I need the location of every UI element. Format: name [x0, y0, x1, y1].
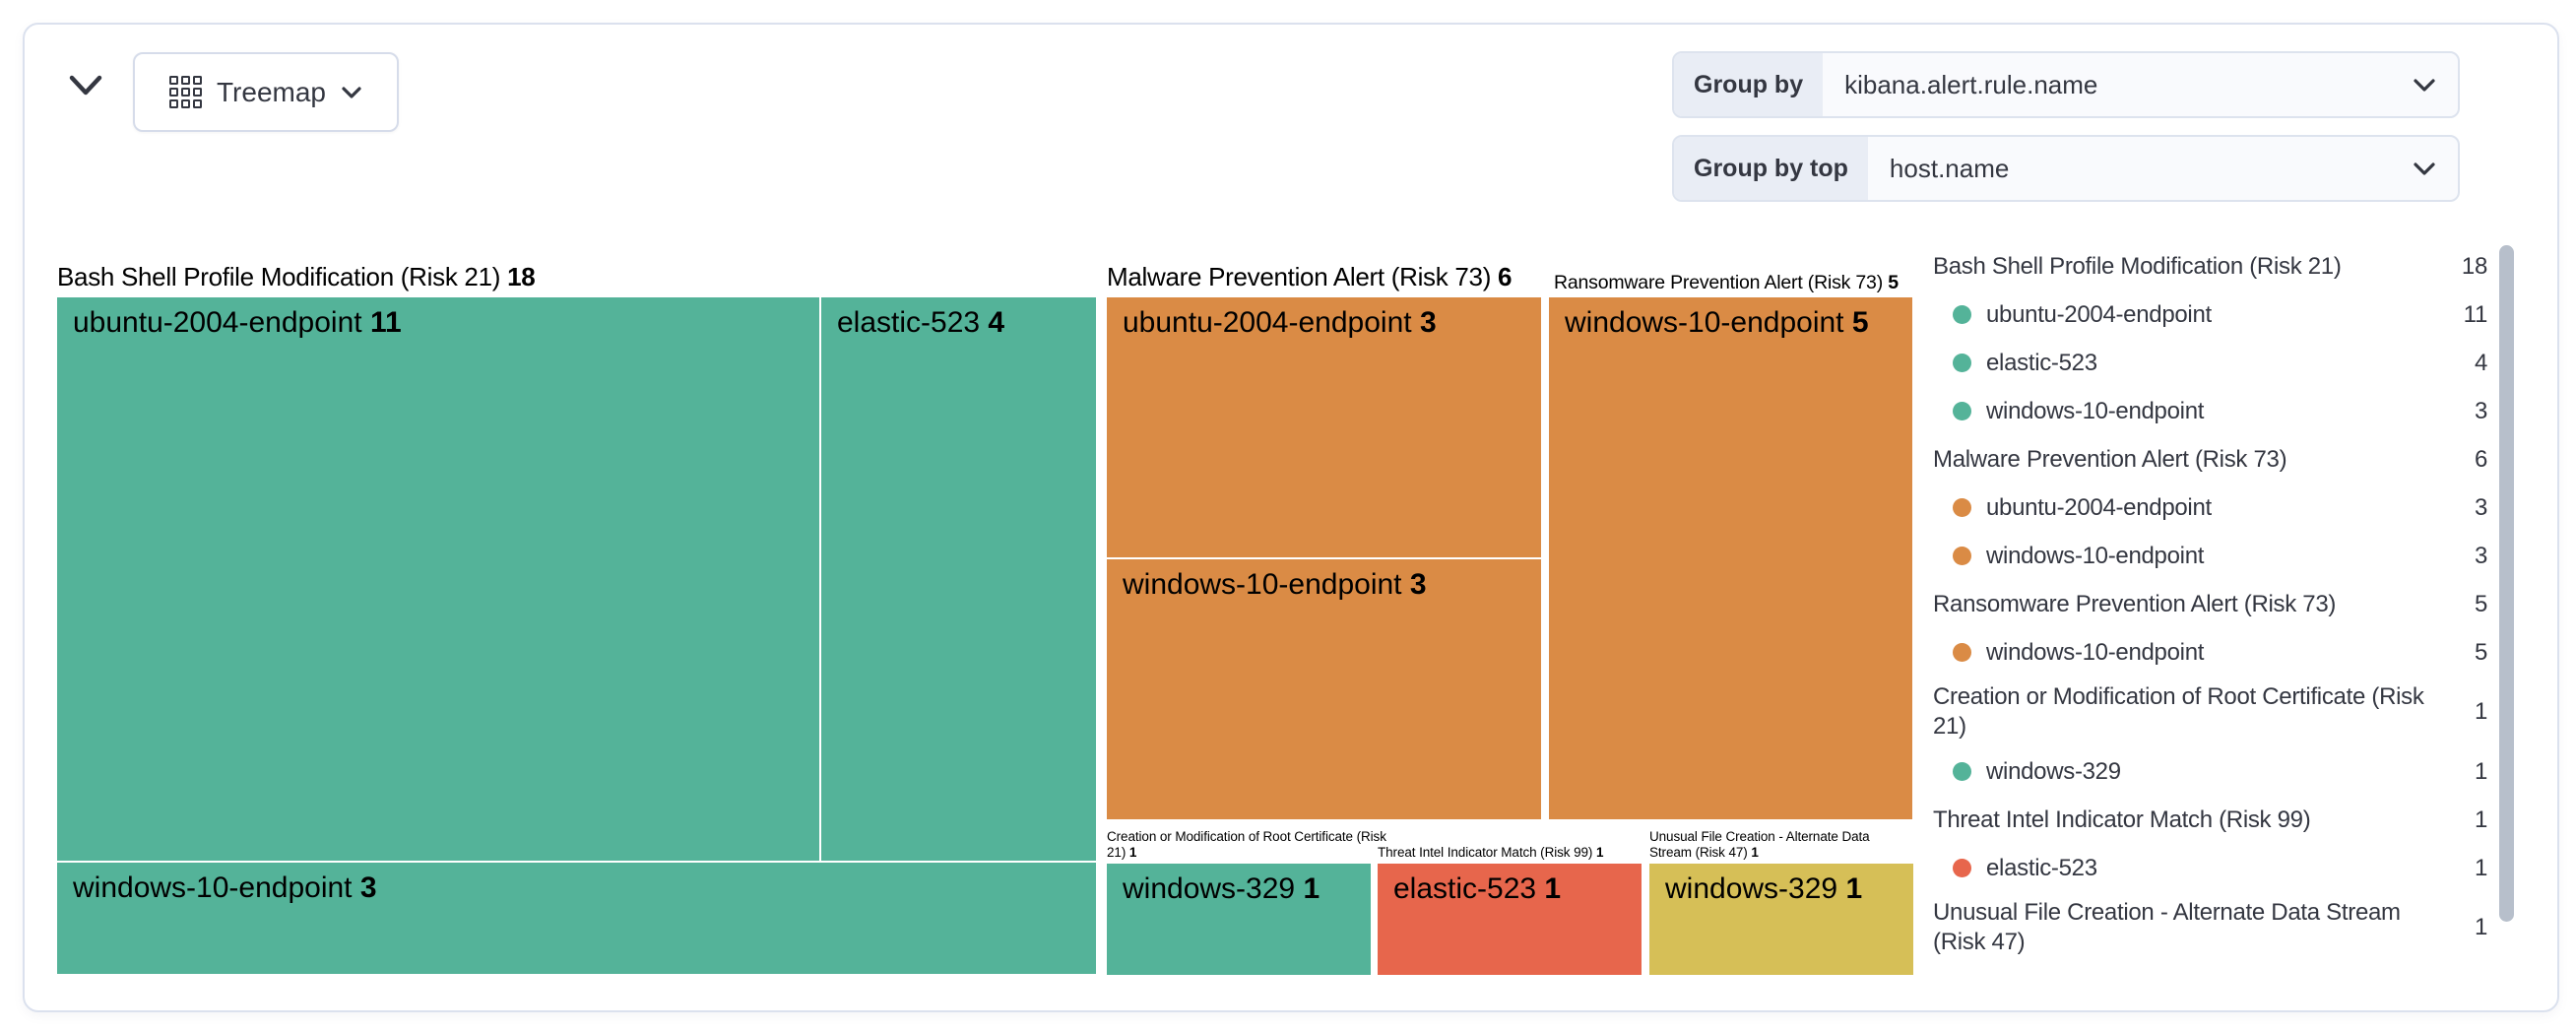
treemap-tile[interactable]: windows-329 1 — [1649, 864, 1913, 975]
treemap-tile[interactable]: elastic-523 1 — [1378, 864, 1642, 975]
treemap-tile[interactable]: ubuntu-2004-endpoint 11 — [57, 297, 819, 861]
legend-dot-icon — [1953, 402, 1971, 420]
legend-rule-row[interactable]: Creation or Modification of Root Certifi… — [1933, 683, 2487, 740]
treemap-group-header: Malware Prevention Alert (Risk 73) 6 — [1107, 262, 1513, 291]
legend-host-row[interactable]: ubuntu-2004-endpoint 3 — [1933, 484, 2487, 532]
treemap-tile[interactable]: elastic-523 4 — [821, 297, 1096, 861]
legend-dot-icon — [1953, 859, 1971, 877]
legend-host-row[interactable]: ubuntu-2004-endpoint 11 — [1933, 290, 2487, 339]
chart-type-select-button[interactable]: Treemap — [133, 52, 399, 132]
legend-scrollbar-thumb[interactable] — [2499, 245, 2514, 922]
treemap-tile[interactable]: windows-10-endpoint 3 — [57, 863, 1096, 974]
treemap-group-header: Ransomware Prevention Alert (Risk 73) 5 — [1554, 272, 1899, 293]
treemap-tile[interactable]: windows-329 1 — [1107, 864, 1371, 975]
treemap-group-header: Bash Shell Profile Modification (Risk 21… — [57, 262, 536, 291]
group-by-top-label: Group by top — [1674, 137, 1868, 200]
collapse-section-button[interactable] — [67, 73, 104, 98]
legend-dot-icon — [1953, 762, 1971, 781]
legend-dot-icon — [1953, 547, 1971, 565]
legend-rule-row[interactable]: Ransomware Prevention Alert (Risk 73) 5 — [1933, 590, 2487, 617]
treemap-tile[interactable]: windows-10-endpoint 3 — [1107, 559, 1541, 819]
legend: Bash Shell Profile Modification (Risk 21… — [1933, 242, 2487, 963]
treemap-group-header: Threat Intel Indicator Match (Risk 99) 1 — [1378, 845, 1604, 860]
legend-rule-row[interactable]: Malware Prevention Alert (Risk 73) 6 — [1933, 445, 2487, 473]
legend-host-row[interactable]: windows-10-endpoint 3 — [1933, 532, 2487, 580]
treemap-group-header: Unusual File Creation - Alternate Data S… — [1649, 829, 1870, 860]
group-by-top-select[interactable]: Group by top host.name — [1672, 135, 2460, 202]
chevron-down-icon — [2413, 161, 2436, 176]
grid-icon — [168, 76, 202, 108]
legend-dot-icon — [1953, 305, 1971, 324]
chevron-down-icon — [2413, 78, 2436, 93]
group-by-select[interactable]: Group by kibana.alert.rule.name — [1672, 51, 2460, 118]
treemap-tile[interactable]: windows-10-endpoint 5 — [1549, 297, 1912, 819]
chart-type-label: Treemap — [216, 76, 326, 107]
legend-host-row[interactable]: elastic-523 1 — [1933, 844, 2487, 892]
group-by-label: Group by — [1674, 53, 1824, 116]
group-by-top-value: host.name — [1889, 153, 2010, 183]
legend-rule-row[interactable]: Bash Shell Profile Modification (Risk 21… — [1933, 252, 2487, 280]
treemap-tile[interactable]: ubuntu-2004-endpoint 3 — [1107, 297, 1541, 557]
group-by-value: kibana.alert.rule.name — [1844, 69, 2098, 99]
legend-dot-icon — [1953, 354, 1971, 372]
legend-dot-icon — [1953, 643, 1971, 662]
legend-dot-icon — [1953, 498, 1971, 517]
treemap-group-header: Creation or Modification of Root Certifi… — [1107, 829, 1386, 860]
legend-host-row[interactable]: windows-329 1 — [1933, 747, 2487, 796]
legend-host-row[interactable]: elastic-523 4 — [1933, 339, 2487, 387]
legend-host-row[interactable]: windows-10-endpoint 3 — [1933, 387, 2487, 435]
chevron-down-icon — [67, 73, 104, 98]
chevron-down-icon — [341, 86, 362, 99]
legend-host-row[interactable]: windows-10-endpoint 5 — [1933, 628, 2487, 677]
legend-rule-row[interactable]: Threat Intel Indicator Match (Risk 99) 1 — [1933, 806, 2487, 833]
legend-rule-row[interactable]: Unusual File Creation - Alternate Data S… — [1933, 899, 2487, 955]
